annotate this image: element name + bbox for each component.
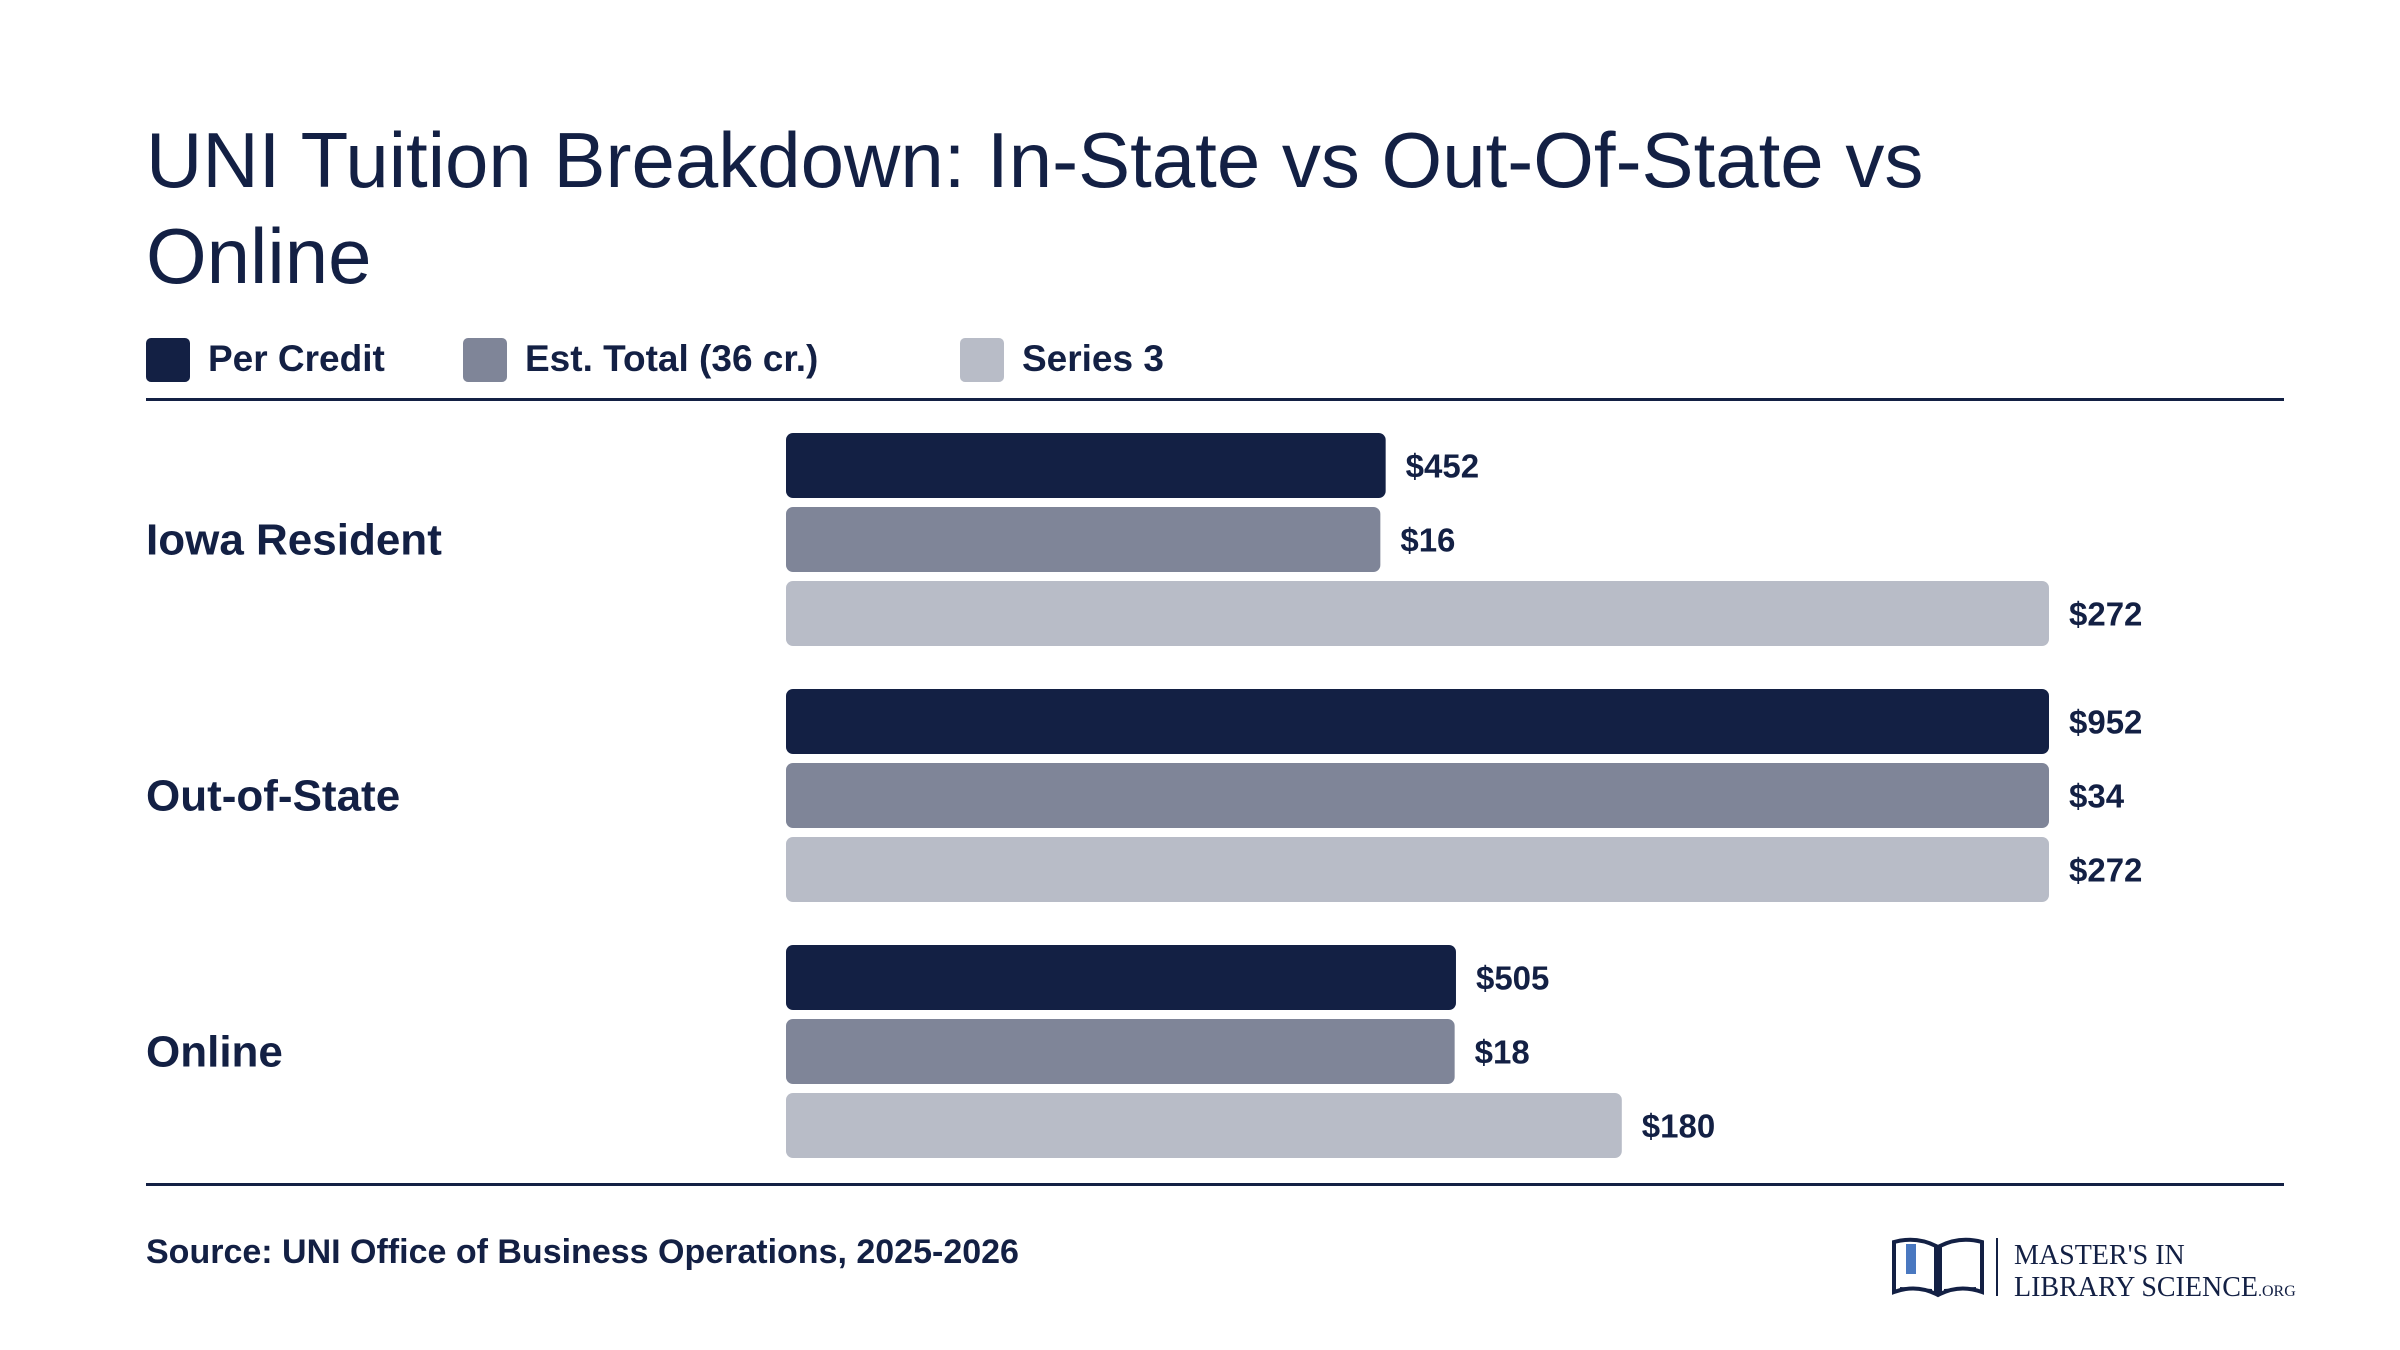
legend-swatch-series-3 — [960, 338, 1004, 382]
bar-value-label: $16 — [1400, 522, 1455, 559]
logo-line-1: MASTER'S IN — [2014, 1240, 2185, 1271]
logo-org-suffix: .ORG — [2258, 1283, 2296, 1300]
bar-value-label: $452 — [1406, 448, 1479, 485]
bar — [786, 1019, 1455, 1084]
bar — [786, 689, 2049, 754]
source-note: Source: UNI Office of Business Operation… — [146, 1233, 1019, 1271]
bar-value-label: $18 — [1475, 1034, 1530, 1071]
bar — [786, 581, 2049, 646]
bar-value-label: $34 — [2069, 778, 2125, 815]
bar-value-label: $180 — [1642, 1108, 1715, 1145]
site-logo: MASTER'S IN LIBRARY SCIENCE.ORG — [1890, 1218, 2296, 1308]
legend-label-est-total: Est. Total (36 cr.) — [525, 338, 819, 379]
bar — [786, 1093, 1622, 1158]
legend-label-per-credit: Per Credit — [208, 338, 385, 379]
category-label: Online — [146, 1028, 283, 1077]
top-rule — [146, 398, 2284, 401]
chart-title: UNI Tuition Breakdown: In-State vs Out-O… — [146, 116, 1924, 300]
bar-value-label: $952 — [2069, 704, 2142, 741]
legend-swatch-est-total — [463, 338, 507, 382]
bar — [786, 837, 2049, 902]
logo-line-2: LIBRARY SCIENCE.ORG — [2014, 1272, 2296, 1304]
category-label: Out-of-State — [146, 772, 400, 821]
bar-value-label: $505 — [1476, 960, 1549, 997]
bottom-rule — [146, 1183, 2284, 1186]
legend-swatch-per-credit — [146, 338, 190, 382]
open-book-icon — [1892, 1237, 1984, 1298]
bar — [786, 763, 2049, 828]
logo-divider — [1996, 1238, 1998, 1296]
legend-label-series-3: Series 3 — [1022, 338, 1164, 379]
bar — [786, 433, 1386, 498]
bar — [786, 507, 1381, 572]
bar-value-label: $272 — [2069, 596, 2142, 633]
bar — [786, 945, 1456, 1010]
category-label: Iowa Resident — [146, 516, 442, 565]
bar-value-label: $272 — [2069, 852, 2142, 889]
logo-line-2-main: LIBRARY SCIENCE — [2014, 1272, 2258, 1303]
